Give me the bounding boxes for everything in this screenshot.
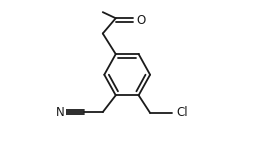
Text: N: N [56,106,65,119]
Text: O: O [136,14,146,27]
Text: Cl: Cl [176,106,188,119]
